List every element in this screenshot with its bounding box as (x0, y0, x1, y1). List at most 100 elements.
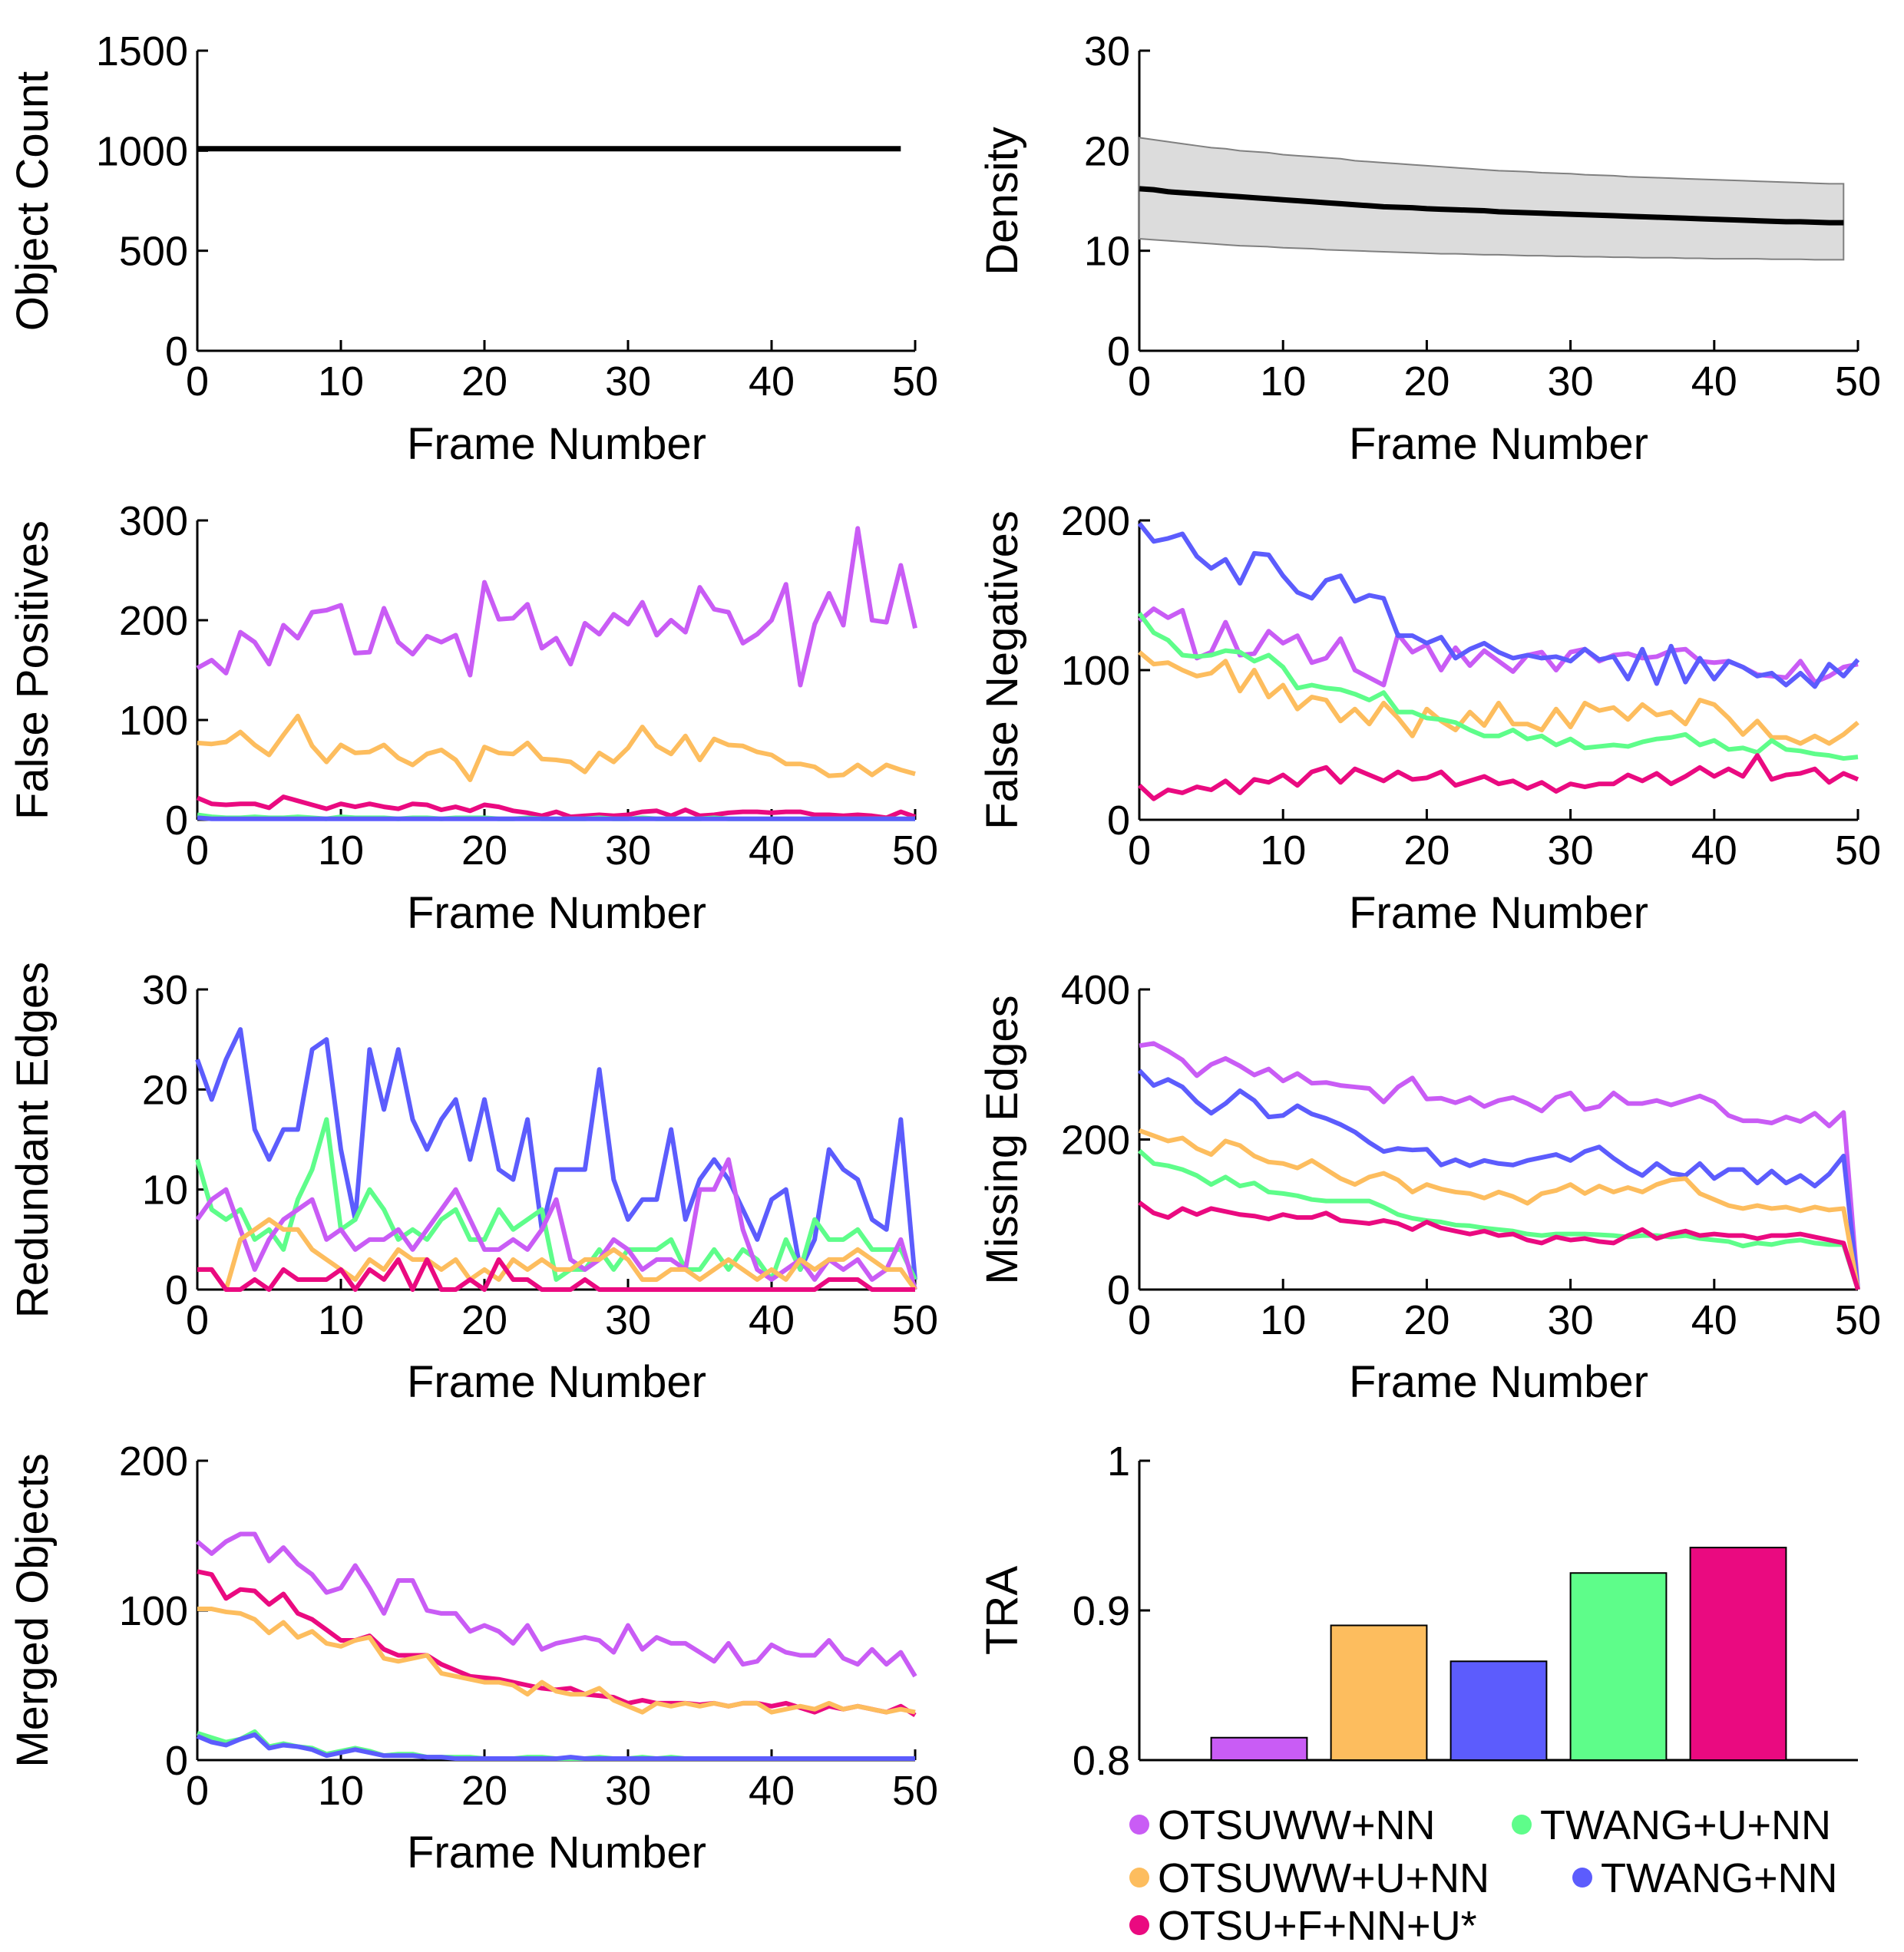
x-tick-label: 0 (1128, 827, 1151, 874)
legend-label: TWANG+NN (1601, 1855, 1838, 1901)
x-tick-label: 30 (1548, 358, 1594, 405)
y-tick-label: 0.8 (1073, 1738, 1130, 1784)
series-twang-nn (195, 1027, 917, 1280)
series-otsuww-u-nn (197, 1607, 916, 1715)
legend-marker (1129, 1815, 1149, 1835)
y-axis-label: Merged Objects (8, 1453, 58, 1767)
series-twang-u-nn (195, 1117, 917, 1282)
x-axis-label: Frame Number (407, 1357, 706, 1407)
y-axis-label: Redundant Edges (8, 962, 58, 1318)
x-tick-label: 40 (1691, 827, 1737, 874)
x-tick-label: 20 (461, 827, 507, 874)
y-tick-label: 100 (119, 1588, 188, 1634)
legend-item-twang-u-nn: TWANG+U+NN (1512, 1802, 1831, 1848)
y-tick-label: 100 (119, 698, 188, 744)
legend-item-otsuww-u-nn: OTSUWW+U+NN (1129, 1855, 1489, 1901)
legend-marker (1572, 1868, 1592, 1888)
y-tick-label: 10 (142, 1168, 188, 1214)
y-tick-label: 0.9 (1073, 1588, 1130, 1634)
x-tick-label: 0 (186, 1297, 209, 1343)
y-axis-label: TRA (977, 1566, 1027, 1655)
series-otsu-f-nn-u (1137, 753, 1859, 801)
series-twang-nn (1137, 1068, 1860, 1290)
bar-twang-nn (1449, 1660, 1548, 1762)
y-tick-label: 1000 (96, 128, 188, 174)
y-tick-label: 0 (1107, 798, 1130, 844)
series-otsuww-u-nn (197, 1217, 917, 1292)
y-tick-label: 400 (1061, 967, 1130, 1013)
x-tick-label: 40 (749, 358, 795, 405)
series-mean-density (1139, 186, 1844, 226)
x-tick-label: 0 (1128, 1297, 1151, 1343)
panel-merged-objects: 0 100 200 0 10 20 30 40 50 Frame Number Merged O… (8, 1438, 938, 1878)
panel-object-count: 0 500 1000 1500 0 10 20 30 40 50 Frame Number Obj… (8, 28, 938, 469)
y-tick-label: 0 (1107, 329, 1130, 375)
x-tick-label: 30 (605, 1297, 651, 1343)
x-tick-label: 50 (1835, 1297, 1881, 1343)
legend-label: TWANG+U+NN (1540, 1802, 1831, 1848)
y-axis-label: False Negatives (977, 510, 1027, 830)
bar-otsuww-nn (1210, 1736, 1308, 1761)
series-otsuww-u-nn (197, 713, 916, 782)
x-tick-label: 0 (1128, 358, 1151, 405)
x-tick-label: 30 (1548, 827, 1594, 874)
series-twang-nn (1137, 522, 1860, 689)
bar-otsuww-u-nn (1330, 1624, 1428, 1761)
y-tick-label: 200 (119, 1438, 188, 1485)
y-tick-label: 1500 (96, 28, 188, 74)
x-tick-label: 0 (186, 1768, 209, 1814)
y-tick-label: 20 (142, 1067, 188, 1113)
y-tick-label: 0 (165, 1267, 188, 1313)
legend-marker (1512, 1815, 1532, 1835)
series-twang-u-nn (1138, 1148, 1860, 1290)
x-tick-label: 20 (1403, 358, 1449, 405)
panel-density: 0 10 20 30 0 10 20 30 40 50 Frame Number Density (977, 28, 1881, 469)
x-axis-label: Frame Number (407, 1828, 706, 1878)
x-tick-label: 50 (892, 1297, 938, 1343)
series-otsuww-nn (196, 1531, 917, 1678)
series-otsu-f-nn-u (1138, 1201, 1860, 1290)
x-tick-label: 30 (605, 1768, 651, 1814)
x-tick-label: 50 (1835, 827, 1881, 874)
x-tick-label: 10 (1260, 827, 1306, 874)
x-tick-label: 10 (318, 827, 364, 874)
x-tick-label: 50 (892, 1768, 938, 1814)
y-tick-label: 500 (119, 229, 188, 275)
series-twang-nn (196, 1732, 915, 1762)
panel-missing-edges: 0 200 400 0 10 20 30 40 50 Frame Number Missing … (977, 967, 1881, 1407)
x-tick-label: 20 (461, 358, 507, 405)
y-axis-label: Density (977, 127, 1027, 275)
panel-redundant-edges: 0 10 20 30 0 10 20 30 40 50 Frame Number Redundan… (8, 962, 938, 1407)
x-tick-label: 30 (605, 358, 651, 405)
y-tick-label: 30 (142, 967, 188, 1013)
bar-otsu-f-nn-u (1689, 1547, 1787, 1761)
x-tick-label: 20 (461, 1297, 507, 1343)
x-tick-label: 30 (605, 827, 651, 874)
x-axis-label: Frame Number (407, 419, 706, 469)
panel-false-negatives: 0 100 200 0 10 20 30 40 50 Frame Number False Ne… (977, 498, 1881, 938)
x-axis-label: Frame Number (1349, 888, 1648, 938)
series-otsuww-u-nn (1138, 1128, 1860, 1290)
legend-item-twang-nn: TWANG+NN (1572, 1855, 1838, 1901)
y-tick-label: 0 (1107, 1267, 1130, 1313)
y-tick-label: 0 (165, 1738, 188, 1784)
series-twang-u-nn (1137, 612, 1859, 761)
legend-label: OTSUWW+NN (1158, 1802, 1435, 1848)
y-axis-label: False Positives (8, 520, 58, 820)
x-tick-label: 10 (1260, 358, 1306, 405)
x-axis-label: Frame Number (1349, 1357, 1648, 1407)
y-tick-label: 200 (119, 598, 188, 644)
y-tick-label: 1 (1107, 1438, 1130, 1485)
legend-label: OTSUWW+U+NN (1158, 1855, 1489, 1901)
density-band (1139, 137, 1845, 261)
legend-marker (1129, 1915, 1149, 1935)
y-tick-label: 0 (165, 798, 188, 844)
series-otsuww-nn (196, 526, 917, 688)
legend-label: OTSU+F+NN+U* (1158, 1903, 1477, 1949)
x-tick-label: 50 (892, 827, 938, 874)
legend-item-otsuww-nn: OTSUWW+NN (1129, 1802, 1435, 1848)
series-otsu-f-nn-u (197, 1257, 915, 1292)
series-otsuww-nn (1139, 1041, 1860, 1290)
y-tick-label: 30 (1084, 28, 1130, 74)
